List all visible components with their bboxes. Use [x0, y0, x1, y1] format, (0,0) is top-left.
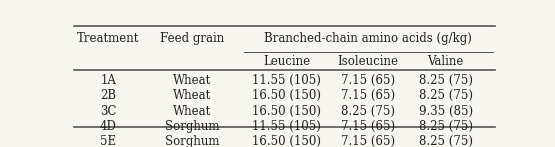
Text: Branched-chain amino acids (g/kg): Branched-chain amino acids (g/kg): [264, 31, 472, 45]
Text: 9.35 (85): 9.35 (85): [418, 105, 473, 117]
Text: Feed grain: Feed grain: [160, 31, 224, 45]
Text: 8.25 (75): 8.25 (75): [418, 74, 473, 87]
Text: 8.25 (75): 8.25 (75): [341, 105, 395, 117]
Text: 11.55 (105): 11.55 (105): [252, 74, 321, 87]
Text: Sorghum: Sorghum: [165, 135, 219, 147]
Text: 11.55 (105): 11.55 (105): [252, 120, 321, 133]
Text: Treatment: Treatment: [77, 31, 139, 45]
Text: 8.25 (75): 8.25 (75): [418, 135, 473, 147]
Text: 8.25 (75): 8.25 (75): [418, 120, 473, 133]
Text: 1A: 1A: [100, 74, 116, 87]
Text: Wheat: Wheat: [173, 74, 211, 87]
Text: Sorghum: Sorghum: [165, 120, 219, 133]
Text: 16.50 (150): 16.50 (150): [252, 105, 321, 117]
Text: 8.25 (75): 8.25 (75): [418, 89, 473, 102]
Text: 16.50 (150): 16.50 (150): [252, 89, 321, 102]
Text: 7.15 (65): 7.15 (65): [341, 120, 395, 133]
Text: 16.50 (150): 16.50 (150): [252, 135, 321, 147]
Text: Wheat: Wheat: [173, 105, 211, 117]
Text: 3C: 3C: [100, 105, 117, 117]
Text: Leucine: Leucine: [263, 55, 310, 68]
Text: 5E: 5E: [100, 135, 116, 147]
Text: 4D: 4D: [100, 120, 117, 133]
Text: 2B: 2B: [100, 89, 116, 102]
Text: 7.15 (65): 7.15 (65): [341, 135, 395, 147]
Text: Wheat: Wheat: [173, 89, 211, 102]
Text: Isoleucine: Isoleucine: [338, 55, 399, 68]
Text: 7.15 (65): 7.15 (65): [341, 89, 395, 102]
Text: Valine: Valine: [427, 55, 464, 68]
Text: 7.15 (65): 7.15 (65): [341, 74, 395, 87]
